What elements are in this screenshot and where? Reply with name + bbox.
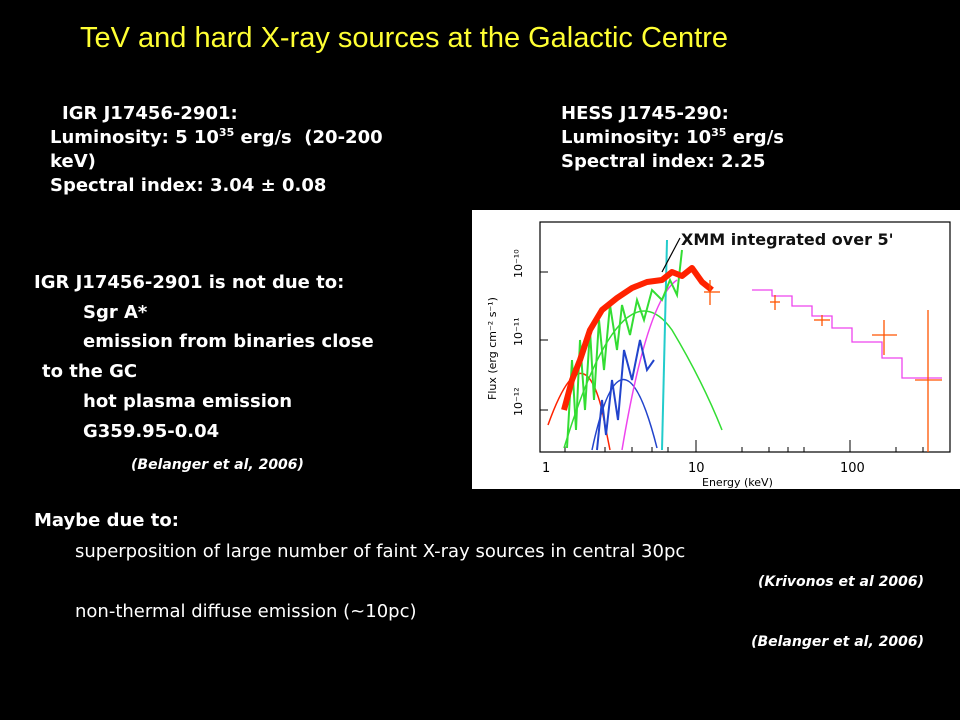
magenta-model-curve bbox=[621, 279, 678, 451]
hess-name: HESS J1745-290: bbox=[561, 103, 729, 124]
plot-frame bbox=[539, 221, 951, 453]
xmm-annotation: XMM integrated over 5' bbox=[681, 230, 894, 249]
magenta-data bbox=[752, 289, 942, 379]
y-axis-label: Flux (erg cm⁻² s⁻¹) bbox=[486, 297, 499, 400]
not-due-citation: (Belanger et al, 2006) bbox=[131, 457, 304, 473]
green-model-curve bbox=[563, 310, 723, 449]
igr-lum-prefix: Luminosity: 5 10 bbox=[50, 127, 219, 148]
hess-info: HESS J1745-290: Luminosity: 1035 erg/s S… bbox=[561, 102, 941, 174]
not-due-item: emission from binaries close bbox=[83, 331, 374, 352]
spectrum-svg: 1 10 100 Energy (keV) 10⁻¹² 10⁻¹¹ 10⁻¹⁰ … bbox=[486, 221, 951, 489]
hess-lum-prefix: Luminosity: 10 bbox=[561, 127, 712, 148]
xtick-100: 100 bbox=[840, 461, 865, 476]
maybe-citation-2: (Belanger et al, 2006) bbox=[751, 634, 924, 650]
maybe-heading: Maybe due to: bbox=[34, 510, 179, 531]
xtick-1: 1 bbox=[542, 461, 550, 476]
maybe-item-2: non-thermal diffuse emission (~10pc) bbox=[75, 601, 417, 622]
ytick-1e-11: 10⁻¹¹ bbox=[512, 317, 525, 346]
not-due-item: hot plasma emission bbox=[83, 391, 293, 412]
not-due-item: Sgr A* bbox=[83, 302, 148, 323]
blue-data bbox=[596, 339, 655, 451]
ytick-1e-12: 10⁻¹² bbox=[512, 387, 525, 416]
not-due-item: G359.95-0.04 bbox=[83, 421, 220, 442]
maybe-citation-1: (Krivonos et al 2006) bbox=[757, 574, 924, 590]
hess-lum-suffix: erg/s bbox=[726, 127, 784, 148]
igr-luminosity: Luminosity: 5 1035 erg/s (20-200 bbox=[50, 126, 470, 150]
slide-title: TeV and hard X-ray sources at the Galact… bbox=[80, 22, 728, 54]
igr-luminosity-cont: keV) bbox=[50, 151, 96, 172]
xtick-10: 10 bbox=[688, 461, 705, 476]
annotation-arrow bbox=[661, 237, 681, 273]
spectrum-plot: 1 10 100 Energy (keV) 10⁻¹² 10⁻¹¹ 10⁻¹⁰ … bbox=[472, 210, 960, 489]
hess-luminosity: Luminosity: 1035 erg/s bbox=[561, 126, 941, 150]
igr-lum-exp: 35 bbox=[218, 126, 235, 139]
igr-lum-suffix: erg/s (20-200 bbox=[234, 127, 383, 148]
red-error-points bbox=[704, 280, 942, 452]
red-model-curve bbox=[547, 372, 611, 451]
igr-spectral-index: Spectral index: 3.04 ± 0.08 bbox=[50, 175, 327, 196]
hess-lum-exp: 35 bbox=[711, 126, 727, 139]
axis-ticks bbox=[540, 271, 924, 452]
ytick-1e-10: 10⁻¹⁰ bbox=[512, 249, 525, 278]
maybe-item-1: superposition of large number of faint X… bbox=[75, 541, 686, 562]
hess-spectral-index: Spectral index: 2.25 bbox=[561, 151, 766, 172]
igr-name: IGR J17456-2901: bbox=[62, 103, 238, 124]
x-axis-label: Energy (keV) bbox=[702, 476, 773, 489]
igr-info: IGR J17456-2901: Luminosity: 5 1035 erg/… bbox=[50, 102, 470, 198]
red-data bbox=[561, 265, 714, 411]
not-due-heading: IGR J17456-2901 is not due to: bbox=[34, 272, 345, 293]
not-due-item: to the GC bbox=[42, 361, 138, 382]
